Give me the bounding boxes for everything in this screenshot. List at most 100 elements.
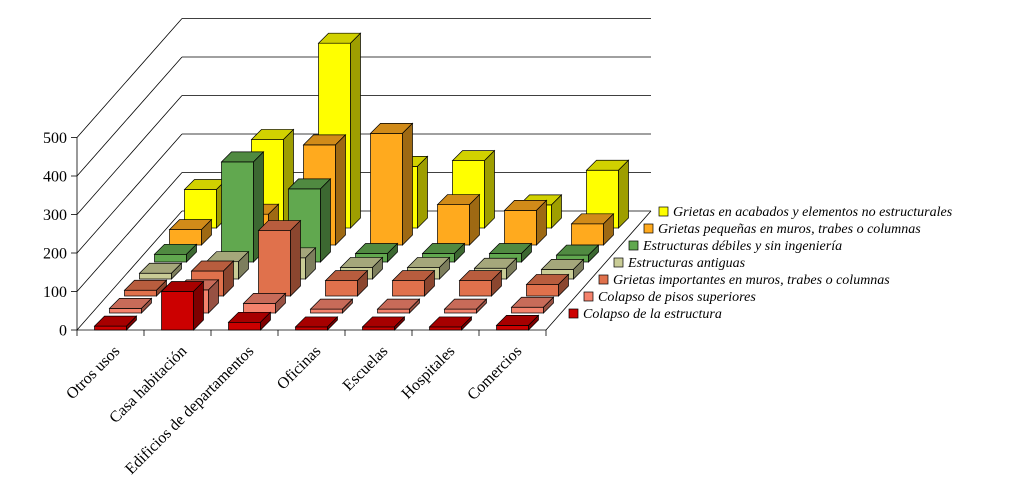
bar — [504, 210, 537, 246]
bar-side-face — [335, 134, 346, 246]
y-tick-label: 400 — [43, 169, 67, 186]
bar — [459, 280, 492, 297]
grid-line-side — [76, 95, 183, 215]
bar-side-face — [126, 315, 137, 331]
grid-line-side — [76, 56, 183, 177]
y-axis: 0 100 200 300 400 500 — [43, 130, 78, 340]
bar-side-face — [350, 32, 361, 229]
bar-side-face — [171, 262, 182, 280]
bar — [571, 223, 604, 246]
bar-side-face — [193, 280, 204, 331]
bar-side-face — [208, 279, 219, 314]
bar-side-face — [186, 243, 197, 263]
bar — [362, 326, 395, 331]
bar-side-face — [320, 178, 331, 263]
series-swatch — [643, 223, 654, 234]
bar — [94, 325, 127, 331]
bar-side-face — [223, 260, 234, 297]
bar-side-face — [618, 159, 629, 229]
bar — [258, 230, 291, 297]
category-label: Otros usos — [63, 343, 123, 403]
bar-side-face — [387, 242, 398, 263]
series-swatch — [583, 291, 594, 302]
category-label: Comercios — [464, 343, 525, 404]
bar-side-face — [394, 316, 405, 331]
series-row — [93, 280, 540, 331]
floor-left-edge — [76, 210, 183, 331]
y-tick-label: 0 — [59, 323, 67, 340]
series-label: Estructuras antiguas — [627, 256, 746, 271]
bar-side-face — [402, 122, 413, 246]
bar-side-face — [260, 311, 271, 331]
bar-side-face — [238, 250, 249, 280]
bar-side-face — [372, 256, 383, 280]
bar-side-face — [342, 298, 353, 314]
series-label: Colapso de la estructura — [583, 307, 722, 322]
grid-line-side — [76, 172, 183, 292]
bar-side-face — [156, 279, 167, 297]
series-label: Colapso de pisos superiores — [598, 290, 756, 305]
series-label: Grietas en acabados y elementos no estru… — [673, 205, 953, 220]
bar-side-face — [417, 155, 428, 229]
bar-side-face — [409, 298, 420, 314]
bar-side-face — [327, 316, 338, 331]
bar-side-face — [551, 194, 562, 229]
y-tick-label: 100 — [43, 284, 67, 301]
bar — [169, 229, 202, 246]
bar — [526, 284, 559, 297]
bar — [325, 280, 358, 297]
y-tick-label: 300 — [43, 207, 67, 224]
bar-side-face — [491, 269, 502, 297]
bar-side-face — [476, 298, 487, 314]
bar-side-face — [201, 218, 212, 246]
series-swatch — [568, 308, 579, 319]
series-swatch — [598, 274, 609, 285]
series-row — [168, 122, 615, 246]
bar-side-face — [469, 193, 480, 246]
grid-line-side — [76, 133, 183, 254]
y-tick-label: 200 — [43, 246, 67, 263]
bar — [496, 325, 529, 331]
bar — [109, 308, 142, 314]
series-label: Estructuras débiles y sin ingeniería — [642, 239, 842, 254]
bar — [437, 204, 470, 246]
bar — [511, 306, 544, 314]
category-label: Edificios de departamentos — [122, 343, 257, 478]
series-swatch — [628, 240, 639, 251]
bar — [221, 161, 254, 263]
bar — [228, 321, 261, 331]
bar — [370, 133, 403, 246]
bar-side-face — [424, 269, 435, 297]
bar-side-face — [603, 212, 614, 246]
bar-side-face — [141, 297, 152, 314]
series-labels: Colapso de la estructura Colapso de pisos… — [568, 205, 953, 322]
bar-side-face — [588, 244, 599, 263]
bar-side-face — [275, 292, 286, 314]
bar-side-face — [543, 296, 554, 314]
bar — [161, 291, 194, 331]
bar-side-face — [290, 219, 301, 297]
y-tick-label: 500 — [43, 130, 67, 147]
category-label: Hospitales — [399, 343, 459, 403]
bar-side-face — [528, 314, 539, 331]
bar — [310, 308, 343, 314]
bar — [429, 326, 462, 331]
bar-side-face — [506, 257, 517, 280]
bar — [295, 326, 328, 331]
category-label: Escuelas — [340, 343, 392, 395]
floor-right-edge — [545, 210, 652, 331]
bar — [154, 253, 187, 263]
bar — [124, 289, 157, 297]
grid-line-side — [76, 18, 183, 138]
bar — [392, 280, 425, 297]
bar — [243, 303, 276, 314]
series-row — [123, 219, 570, 297]
bars — [93, 32, 630, 331]
bar-side-face — [439, 256, 450, 280]
bar-side-face — [454, 242, 465, 263]
series-label: Grietas pequeñas en muros, trabes o colu… — [658, 222, 921, 237]
bar-side-face — [536, 199, 547, 246]
